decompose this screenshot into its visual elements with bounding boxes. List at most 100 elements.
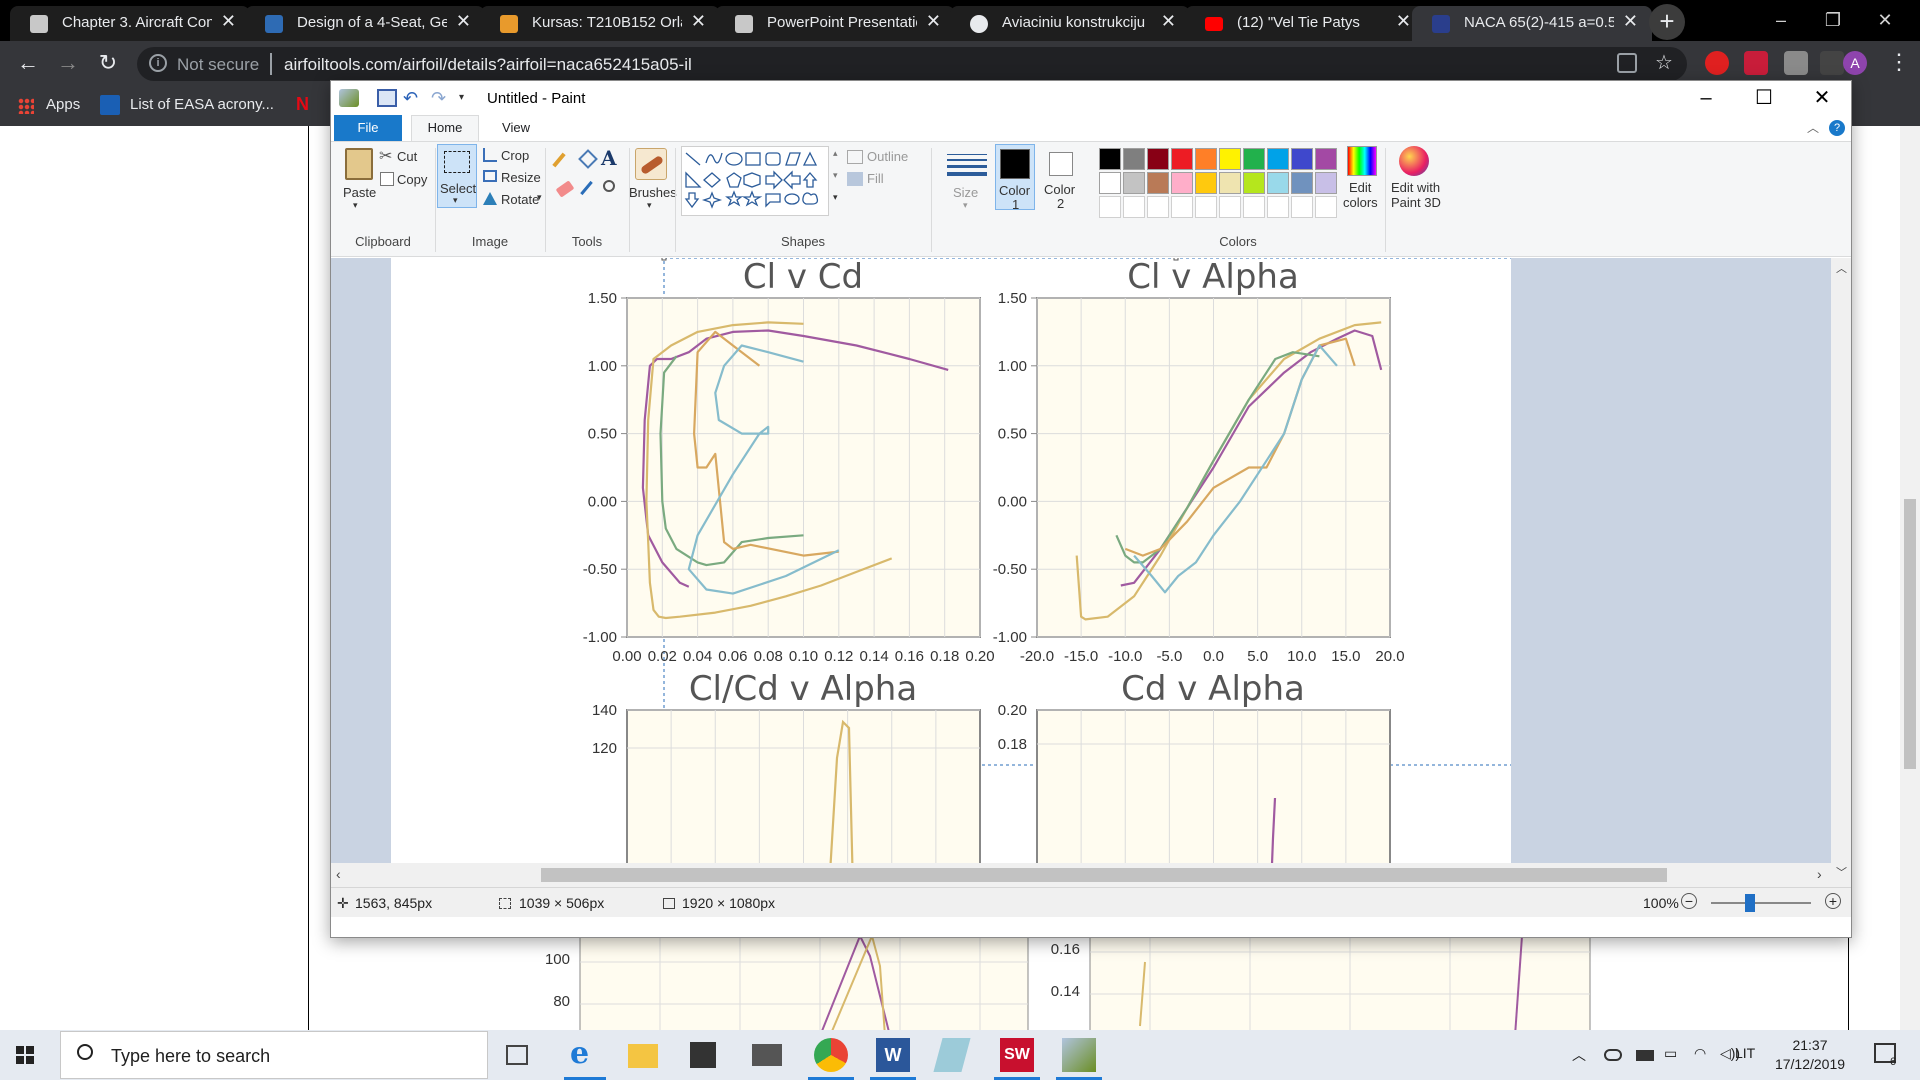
- page-scrollbar-thumb[interactable]: [1904, 499, 1916, 769]
- window-minimize-button[interactable]: –: [1775, 10, 1786, 30]
- color-swatch[interactable]: [1267, 148, 1289, 170]
- action-center-icon[interactable]: [1874, 1043, 1896, 1063]
- translate-icon[interactable]: [1617, 53, 1637, 73]
- window-close-button[interactable]: ✕: [1877, 10, 1893, 30]
- paint-taskbar-icon[interactable]: [1062, 1038, 1096, 1072]
- save-icon[interactable]: [377, 89, 397, 107]
- color-swatch[interactable]: [1291, 172, 1313, 194]
- quick-access-dropdown-icon[interactable]: ▾: [459, 92, 465, 103]
- select-button[interactable]: Select ▾: [437, 144, 477, 208]
- pencil-icon[interactable]: [552, 152, 566, 168]
- language-indicator[interactable]: LIT: [1735, 1045, 1756, 1061]
- extension-icon[interactable]: [1784, 51, 1808, 75]
- outline-button[interactable]: Outline: [867, 149, 909, 164]
- tab-close-icon[interactable]: ✕: [1395, 11, 1411, 31]
- tab-close-icon[interactable]: ✕: [455, 11, 471, 31]
- color-swatch[interactable]: [1219, 196, 1241, 218]
- color-swatch[interactable]: [1195, 196, 1217, 218]
- color-swatch[interactable]: [1123, 172, 1145, 194]
- shapes-more-icon[interactable]: ▾: [833, 192, 838, 202]
- text-tool-icon[interactable]: A: [601, 146, 617, 170]
- color-swatch[interactable]: [1291, 196, 1313, 218]
- address-bar[interactable]: i Not secure airfoiltools.com/airfoil/de…: [137, 47, 1687, 81]
- browser-tab[interactable]: PowerPoint Presentatio ✕: [715, 6, 955, 41]
- color-swatch[interactable]: [1123, 148, 1145, 170]
- color-swatch[interactable]: [1315, 172, 1337, 194]
- undo-icon[interactable]: ↶: [403, 88, 419, 108]
- edit-colors-icon[interactable]: [1347, 146, 1377, 176]
- redo-icon[interactable]: ↷: [431, 88, 447, 108]
- edit-colors-button-line2[interactable]: colors: [1343, 195, 1378, 210]
- selection-handle[interactable]: [661, 258, 667, 261]
- color-swatch[interactable]: [1195, 172, 1217, 194]
- wifi-icon[interactable]: ◠: [1694, 1045, 1707, 1061]
- battery-icon[interactable]: [1636, 1050, 1654, 1061]
- shapes-scroll-up-icon[interactable]: ▴: [833, 148, 838, 158]
- size-dropdown-icon[interactable]: ▾: [963, 200, 968, 210]
- color1-button[interactable]: Color 1: [995, 144, 1035, 212]
- tab-home[interactable]: Home: [411, 115, 479, 141]
- word-icon[interactable]: W: [876, 1038, 910, 1072]
- color-swatch[interactable]: [1243, 196, 1265, 218]
- start-button[interactable]: [16, 1046, 34, 1064]
- edit-paint3d-button-line2[interactable]: Paint 3D: [1391, 195, 1441, 210]
- scroll-right-icon[interactable]: ›: [1817, 866, 1822, 882]
- color-swatch[interactable]: [1147, 196, 1169, 218]
- paint-maximize-button[interactable]: ☐: [1755, 87, 1773, 109]
- url-text[interactable]: airfoiltools.com/airfoil/details?airfoil…: [284, 55, 692, 74]
- bookmark-netflix[interactable]: N: [296, 94, 309, 114]
- app-icon[interactable]: [933, 1038, 971, 1072]
- scroll-left-icon[interactable]: ‹: [336, 866, 341, 882]
- meet-now-icon[interactable]: ▭: [1664, 1045, 1678, 1061]
- color-swatch[interactable]: [1171, 148, 1193, 170]
- bookmark-star-icon[interactable]: ☆: [1655, 52, 1673, 74]
- onedrive-icon[interactable]: [1604, 1049, 1622, 1061]
- file-explorer-icon[interactable]: [628, 1044, 658, 1068]
- color-swatch[interactable]: [1315, 196, 1337, 218]
- pasted-image[interactable]: Cl v Cd 0.00 0.02 0.04 0.06 0.08 0.10 0.12 0.14 0…: [391, 258, 1693, 887]
- taskbar-search[interactable]: Type here to search: [60, 1031, 488, 1079]
- color-swatch[interactable]: [1099, 172, 1121, 194]
- chrome-icon[interactable]: [814, 1038, 848, 1072]
- color-swatch[interactable]: [1099, 148, 1121, 170]
- edge-icon[interactable]: e: [570, 1036, 590, 1071]
- tab-view[interactable]: View: [502, 120, 530, 135]
- rotate-dropdown-icon[interactable]: ▾: [537, 192, 542, 202]
- paste-icon[interactable]: [345, 148, 373, 180]
- shapes-scroll-down-icon[interactable]: ▾: [833, 170, 838, 180]
- help-icon[interactable]: ?: [1829, 120, 1845, 136]
- bookmark-apps[interactable]: Apps: [46, 96, 81, 113]
- zoom-slider-thumb[interactable]: [1745, 894, 1755, 912]
- size-button[interactable]: Size: [953, 185, 979, 200]
- color2-button[interactable]: Color 2: [1041, 144, 1081, 211]
- brushes-dropdown-icon[interactable]: ▾: [647, 200, 652, 210]
- color-swatch[interactable]: [1243, 148, 1265, 170]
- extension-icon[interactable]: [1744, 51, 1768, 75]
- color-swatch[interactable]: [1267, 172, 1289, 194]
- tab-close-icon[interactable]: ✕: [925, 11, 941, 31]
- tab-close-icon[interactable]: ✕: [690, 11, 706, 31]
- canvas-horizontal-scrollbar[interactable]: ‹ ›: [331, 863, 1831, 887]
- extension-icon[interactable]: [1705, 51, 1729, 75]
- color-swatch[interactable]: [1147, 148, 1169, 170]
- color-swatch[interactable]: [1171, 196, 1193, 218]
- browser-tab[interactable]: Kursas: T210B152 Orla ✕: [480, 6, 720, 41]
- resize-button[interactable]: Resize: [501, 170, 541, 185]
- eraser-icon[interactable]: [555, 180, 575, 198]
- new-tab-button[interactable]: +: [1649, 4, 1685, 40]
- copy-button[interactable]: Copy: [397, 172, 428, 187]
- color-swatch[interactable]: [1123, 196, 1145, 218]
- paste-dropdown-icon[interactable]: ▾: [353, 200, 358, 210]
- size-icon[interactable]: [947, 154, 987, 176]
- chrome-menu-icon[interactable]: ⋮: [1888, 49, 1910, 74]
- window-restore-button[interactable]: ❐: [1824, 10, 1842, 30]
- tab-file[interactable]: File: [334, 115, 402, 141]
- browser-tab[interactable]: Aviaciniu konstrukciju ✕: [950, 6, 1190, 41]
- browser-tab-active[interactable]: NACA 65(2)-415 a=0.5 ✕: [1412, 6, 1652, 41]
- brushes-icon[interactable]: [635, 148, 667, 180]
- store-icon[interactable]: [690, 1042, 716, 1068]
- solidworks-icon[interactable]: SW: [1000, 1038, 1034, 1072]
- rotate-button[interactable]: Rotate: [501, 192, 540, 207]
- fill-bucket-icon[interactable]: [578, 149, 598, 169]
- paint-canvas-area[interactable]: Cl v Cd 0.00 0.02 0.04 0.06 0.08 0.10 0.12 0.14 0…: [331, 258, 1851, 887]
